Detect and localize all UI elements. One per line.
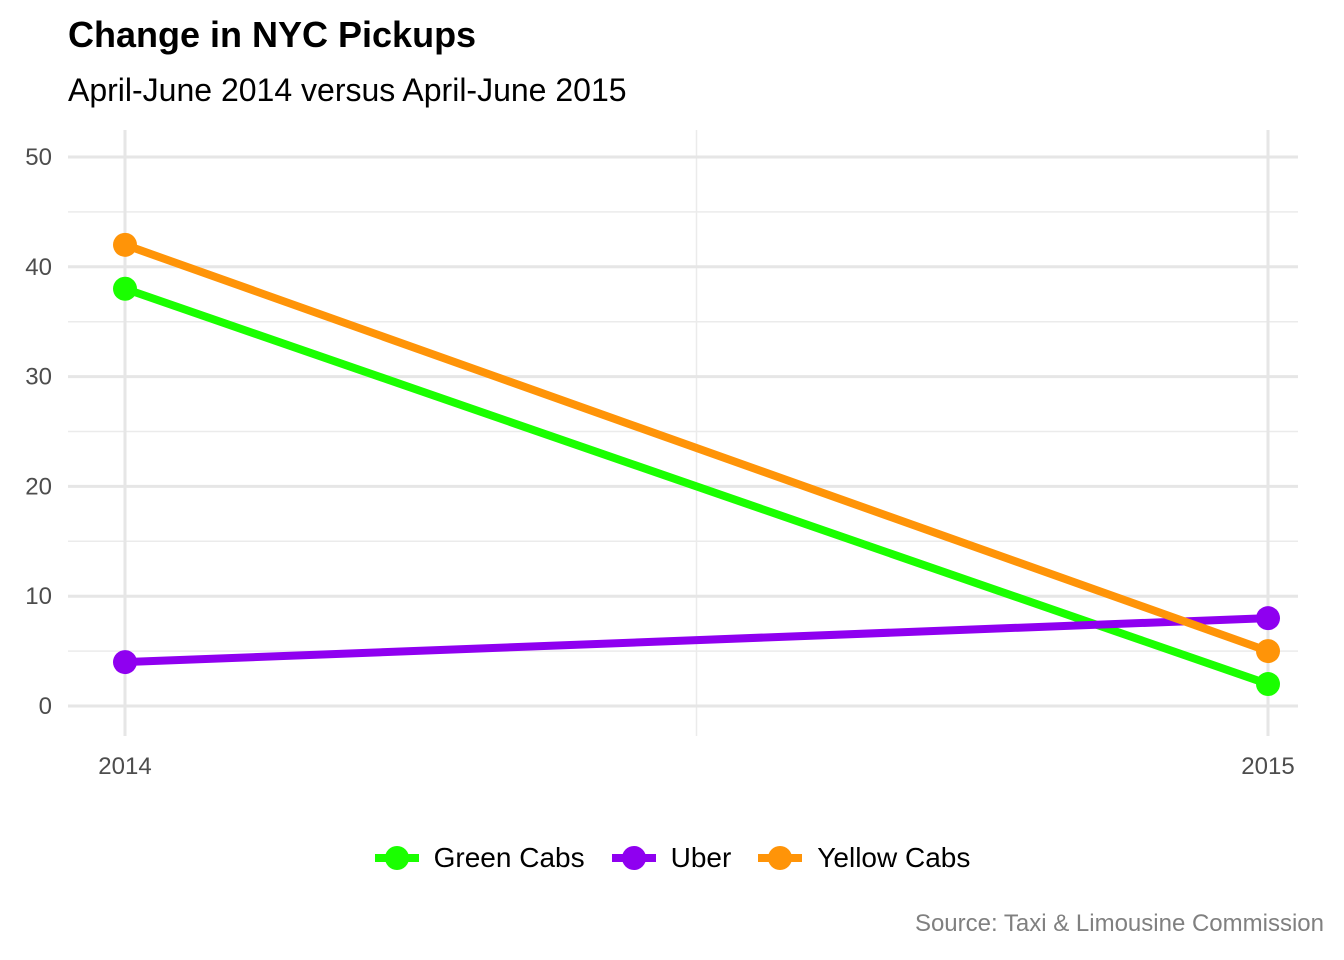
- series-line-yellow-cabs: [123, 241, 1270, 655]
- series-line-green-cabs: [123, 284, 1270, 688]
- legend-key-uber: [611, 846, 656, 870]
- legend-label: Yellow Cabs: [817, 842, 971, 873]
- data-point-uber: [113, 650, 137, 675]
- legend-item-uber: Uber: [611, 836, 732, 880]
- legend-label: Uber: [670, 842, 732, 873]
- source-caption: Source: Taxi & Limousine Commission: [914, 910, 1324, 937]
- data-point-green-cabs: [113, 276, 137, 301]
- y-axis-ticks: 0 10 20 30 40 50: [25, 144, 52, 720]
- legend-item-yellow-cabs: Yellow Cabs: [757, 836, 970, 880]
- y-tick-label: 20: [25, 473, 52, 500]
- grid-lines: [68, 130, 1298, 736]
- legend-key-green-cabs: [374, 846, 419, 870]
- series-line-uber: [124, 614, 1269, 667]
- y-tick-label: 10: [25, 583, 52, 610]
- x-tick-label: 2015: [1241, 753, 1294, 780]
- legend-key-yellow-cabs: [758, 846, 803, 870]
- chart-title: Change in NYC Pickups: [68, 14, 477, 55]
- chart-subtitle: April-June 2014 versus April-June 2015: [68, 72, 627, 108]
- y-tick-label: 50: [25, 144, 52, 171]
- y-tick-label: 40: [25, 254, 52, 281]
- x-tick-label: 2014: [98, 753, 151, 780]
- data-point-uber: [1256, 606, 1280, 631]
- x-axis-ticks: 2014 2015: [98, 753, 1294, 780]
- series-group: [113, 232, 1280, 697]
- legend-item-green-cabs: Green Cabs: [374, 836, 585, 880]
- y-tick-label: 30: [25, 364, 52, 391]
- data-point-yellow-cabs: [1256, 639, 1280, 664]
- data-point-green-cabs: [1256, 672, 1280, 697]
- y-tick-label: 0: [39, 693, 52, 720]
- legend-label: Green Cabs: [433, 842, 585, 873]
- legend: Green Cabs Uber Yellow Cabs: [0, 836, 1344, 880]
- data-point-yellow-cabs: [113, 232, 137, 257]
